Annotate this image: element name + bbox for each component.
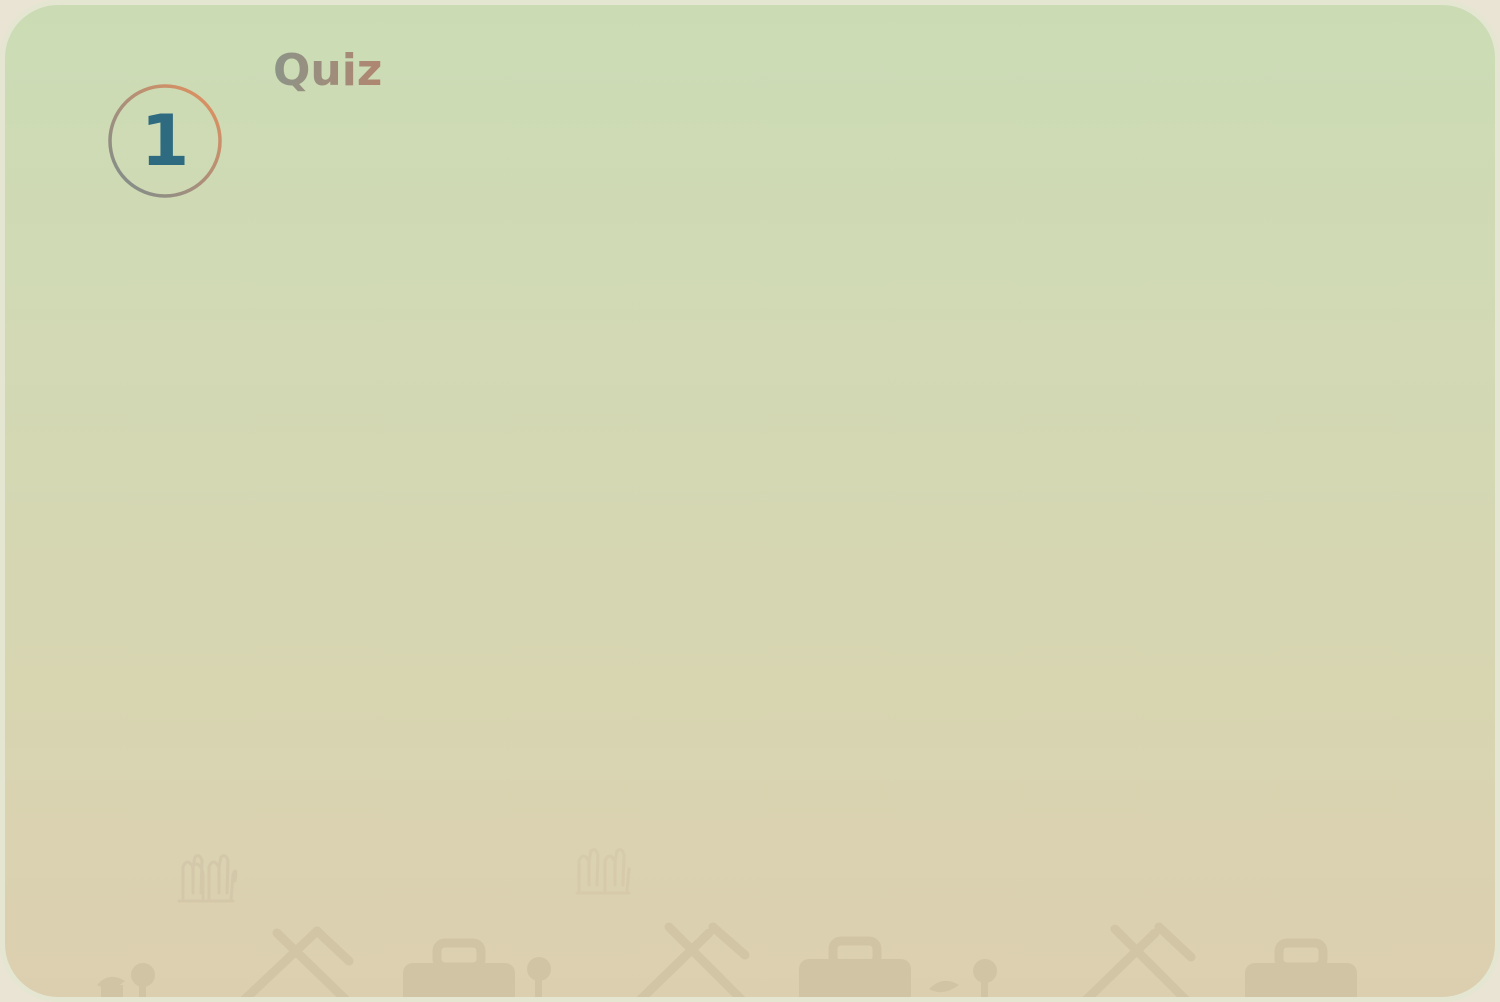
step-badge: 1 — [107, 83, 223, 199]
first-aid-kit-icon — [1245, 938, 1357, 997]
hoe-icon — [1082, 922, 1196, 997]
hoe-icon — [240, 926, 354, 997]
hoe-icon — [636, 922, 750, 997]
step-number: 1 — [140, 100, 190, 182]
badge-ring — [108, 84, 222, 198]
first-aid-kit-icon — [799, 936, 911, 997]
gloves-icon — [177, 854, 238, 903]
footer-pattern — [97, 848, 1357, 997]
sprout-icon — [483, 957, 551, 997]
decorative-footer — [5, 835, 1495, 997]
sprout-icon — [929, 959, 997, 997]
gloves-icon — [575, 848, 631, 895]
sprout-icon — [97, 963, 155, 997]
first-aid-kit-icon — [403, 938, 515, 997]
quiz-title: Quiz — [273, 43, 382, 99]
